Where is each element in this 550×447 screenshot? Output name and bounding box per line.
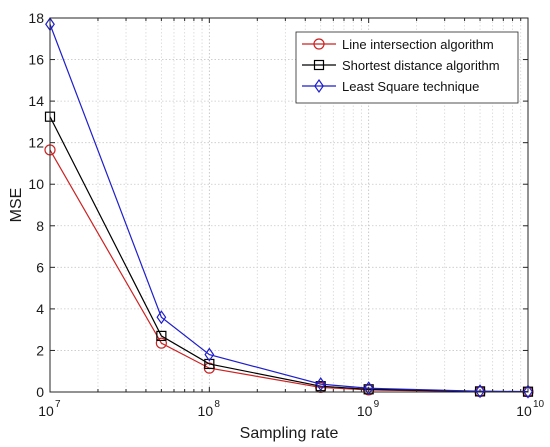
- y-tick-label: 18: [28, 10, 44, 26]
- y-tick-label: 8: [36, 218, 44, 234]
- legend-entry: Shortest distance algorithm: [302, 58, 500, 73]
- data-point-diamond: [156, 310, 167, 325]
- y-axis-title: MSE: [8, 188, 25, 223]
- data-point-square: [156, 330, 167, 341]
- tick-marks: [49, 17, 529, 393]
- legend-marker-circle: [313, 38, 325, 50]
- y-tick-label: 2: [36, 342, 44, 358]
- x-tick-label-exponent: 7: [55, 399, 61, 410]
- legend-entry: Line intersection algorithm: [302, 37, 494, 52]
- data-point-diamond: [523, 384, 533, 399]
- legend-marker-diamond: [314, 78, 324, 94]
- data-point-circle: [155, 337, 167, 349]
- y-tick-label: 0: [36, 384, 44, 400]
- legend: Line intersection algorithm Shortest dist…: [295, 31, 519, 104]
- y-tick-label: 12: [28, 135, 44, 151]
- x-tick-labels: 10 7 10 8 10 9 10 10: [38, 399, 544, 419]
- data-point-diamond: [363, 381, 374, 396]
- x-axis-title: Sampling rate: [240, 425, 339, 442]
- y-tick-label: 10: [28, 176, 44, 192]
- grid-lines: [50, 18, 528, 392]
- x-tick-label: 10: [516, 403, 532, 419]
- legend-label: Shortest distance algorithm: [342, 58, 500, 73]
- x-tick-label-exponent: 8: [214, 399, 220, 410]
- x-tick-label: 10: [38, 403, 54, 419]
- x-tick-label-exponent: 10: [533, 399, 545, 410]
- plot-frame: [49, 17, 529, 393]
- x-tick-label: 10: [198, 403, 214, 419]
- y-tick-label: 4: [36, 301, 44, 317]
- legend-label: Least Square technique: [342, 79, 479, 94]
- data-point-square: [204, 358, 215, 370]
- legend-entry: Least Square technique: [302, 78, 479, 94]
- data-point-diamond: [204, 347, 215, 362]
- legend-label: Line intersection algorithm: [342, 37, 494, 52]
- y-tick-label: 14: [28, 93, 44, 109]
- data-point-diamond: [475, 384, 485, 399]
- legend-marker-square: [313, 59, 325, 71]
- x-tick-label: 10: [357, 403, 373, 419]
- y-tick-labels: 0 2 4 6 8 10 12 14 16 18: [28, 10, 44, 400]
- y-tick-label: 6: [36, 259, 44, 275]
- x-tick-label-exponent: 9: [374, 399, 380, 410]
- y-tick-label: 16: [28, 52, 44, 68]
